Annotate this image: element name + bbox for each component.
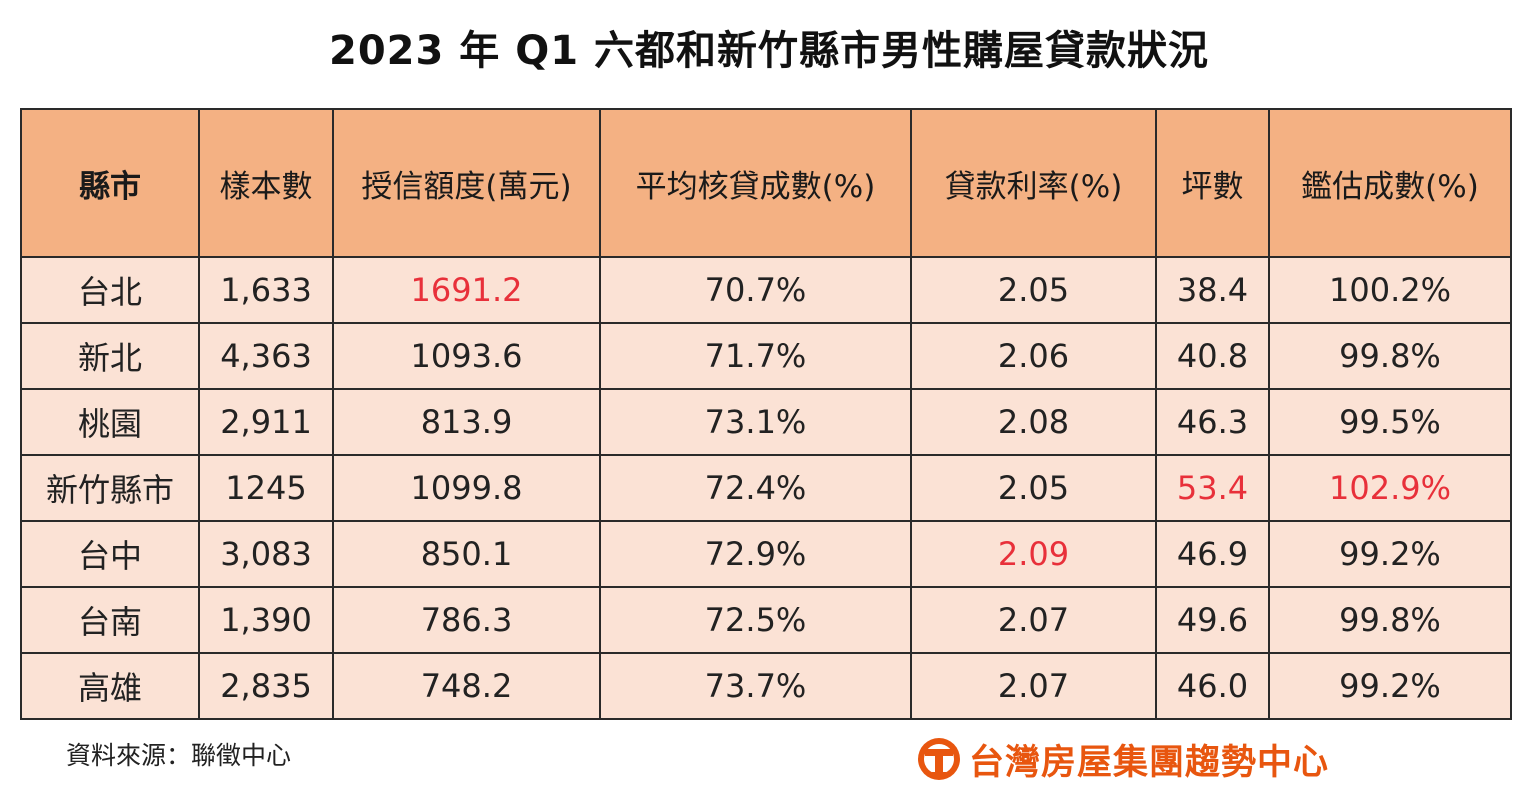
- table-row: 桃園 2,911 813.9 73.1% 2.08 46.3 99.5%: [20, 388, 1512, 456]
- table-cell: 813.9: [332, 388, 601, 456]
- table-cell: 2.07: [910, 586, 1157, 654]
- row-label: 台中: [20, 520, 200, 588]
- table-cell: 46.3: [1155, 388, 1270, 456]
- table-cell: 2.06: [910, 322, 1157, 390]
- table-cell: 1093.6: [332, 322, 601, 390]
- table-cell: 2.07: [910, 652, 1157, 720]
- table-cell: 53.4: [1155, 454, 1270, 522]
- table-cell: 100.2%: [1268, 256, 1512, 324]
- row-label: 台南: [20, 586, 200, 654]
- table-cell: 49.6: [1155, 586, 1270, 654]
- table-cell: 72.4%: [599, 454, 912, 522]
- row-label: 新北: [20, 322, 200, 390]
- table-cell: 72.5%: [599, 586, 912, 654]
- table-cell: 1245: [198, 454, 334, 522]
- table-cell: 46.0: [1155, 652, 1270, 720]
- table-cell: 46.9: [1155, 520, 1270, 588]
- table-cell: 72.9%: [599, 520, 912, 588]
- table-cell: 99.2%: [1268, 652, 1512, 720]
- table-cell: 1099.8: [332, 454, 601, 522]
- loan-table: 縣市 樣本數 授信額度(萬元) 平均核貸成數(%) 貸款利率(%) 坪數 鑑估成數(%) 台…: [20, 108, 1512, 720]
- brand-name: 台灣房屋集團趨勢中心: [969, 742, 1330, 783]
- table-cell: 1,390: [198, 586, 334, 654]
- table-row: 新竹縣市 1245 1099.8 72.4% 2.05 53.4 102.9%: [20, 454, 1512, 522]
- brand-block: 台灣房屋集團趨勢中心: [915, 734, 1329, 784]
- table-cell: 73.7%: [599, 652, 912, 720]
- table-cell: 102.9%: [1268, 454, 1512, 522]
- table-row: 新北 4,363 1093.6 71.7% 2.06 40.8 99.8%: [20, 322, 1512, 390]
- source-note: 資料來源：聯徵中心: [66, 741, 292, 770]
- table-cell: 99.5%: [1268, 388, 1512, 456]
- table-row: 高雄 2,835 748.2 73.7% 2.07 46.0 99.2%: [20, 652, 1512, 720]
- column-header: 坪數: [1155, 108, 1270, 258]
- table-cell: 1,633: [198, 256, 334, 324]
- table-cell: 99.8%: [1268, 586, 1512, 654]
- table-cell: 2.08: [910, 388, 1157, 456]
- table-cell: 2.09: [910, 520, 1157, 588]
- chart-title: 2023 年 Q1 六都和新竹縣市男性購屋貸款狀況: [329, 28, 1209, 74]
- row-label: 高雄: [20, 652, 200, 720]
- table-row: 台中 3,083 850.1 72.9% 2.09 46.9 99.2%: [20, 520, 1512, 588]
- table-cell: 786.3: [332, 586, 601, 654]
- table-cell: 2.05: [910, 454, 1157, 522]
- table-cell: 3,083: [198, 520, 334, 588]
- column-header: 鑑估成數(%): [1268, 108, 1512, 258]
- table-cell: 2,911: [198, 388, 334, 456]
- table-cell: 850.1: [332, 520, 601, 588]
- column-header: 平均核貸成數(%): [599, 108, 912, 258]
- table-cell: 70.7%: [599, 256, 912, 324]
- row-label: 台北: [20, 256, 200, 324]
- table-row: 台北 1,633 1691.2 70.7% 2.05 38.4 100.2%: [20, 256, 1512, 324]
- column-header: 貸款利率(%): [910, 108, 1157, 258]
- taiwan-realty-logo-icon: [918, 738, 960, 780]
- table-cell: 2,835: [198, 652, 334, 720]
- column-header: 縣市: [20, 108, 200, 258]
- table-header-row: 縣市 樣本數 授信額度(萬元) 平均核貸成數(%) 貸款利率(%) 坪數 鑑估成數(%): [20, 108, 1512, 258]
- table-cell: 4,363: [198, 322, 334, 390]
- table-cell: 2.05: [910, 256, 1157, 324]
- row-label: 桃園: [20, 388, 200, 456]
- row-label: 新竹縣市: [20, 454, 200, 522]
- table-cell: 71.7%: [599, 322, 912, 390]
- table-cell: 40.8: [1155, 322, 1270, 390]
- column-header: 授信額度(萬元): [332, 108, 601, 258]
- column-header: 樣本數: [198, 108, 334, 258]
- table-cell: 99.2%: [1268, 520, 1512, 588]
- table-cell: 99.8%: [1268, 322, 1512, 390]
- table-body: 台北 1,633 1691.2 70.7% 2.05 38.4 100.2% 新北 4,363 1…: [20, 256, 1512, 720]
- table-row: 台南 1,390 786.3 72.5% 2.07 49.6 99.8%: [20, 586, 1512, 654]
- table-cell: 1691.2: [332, 256, 601, 324]
- table-cell: 38.4: [1155, 256, 1270, 324]
- table-cell: 748.2: [332, 652, 601, 720]
- table-cell: 73.1%: [599, 388, 912, 456]
